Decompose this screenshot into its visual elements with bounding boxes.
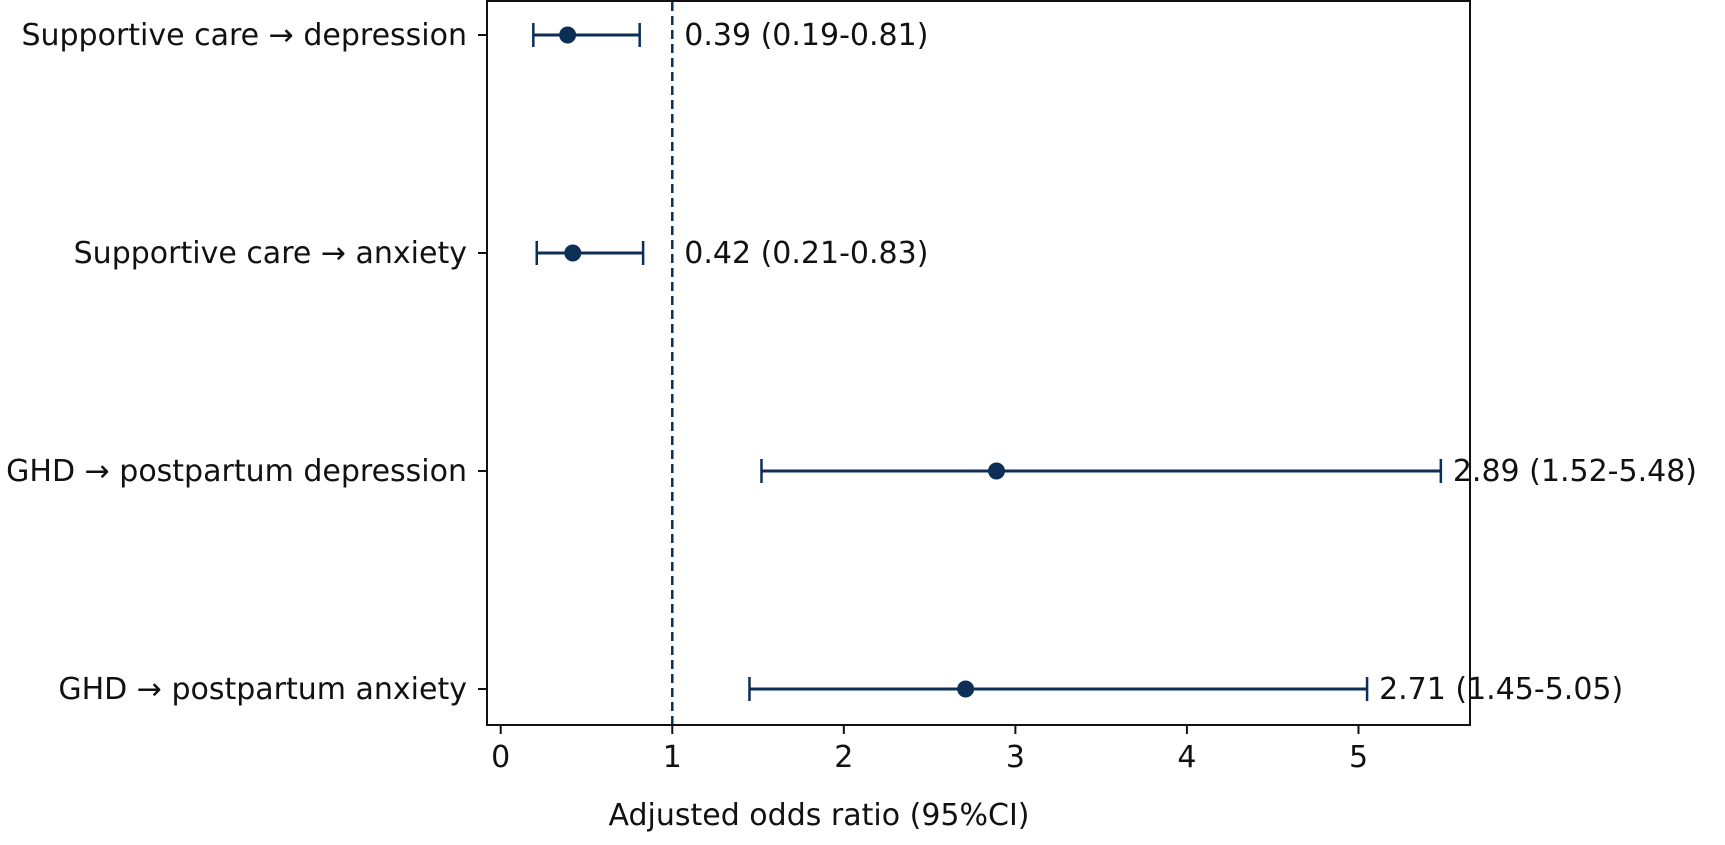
x-tick-label: 4 [1177, 740, 1196, 775]
row-label: Supportive care → anxiety [74, 236, 467, 271]
point-estimate [564, 244, 582, 262]
x-tick-label: 3 [1006, 740, 1025, 775]
value-label: 0.39 (0.19-0.81) [684, 18, 928, 53]
x-tick-label: 0 [491, 740, 510, 775]
point-estimate [988, 462, 1006, 480]
value-label: 0.42 (0.21-0.83) [684, 236, 928, 271]
point-estimate [559, 26, 577, 44]
x-tick-label: 2 [834, 740, 853, 775]
plot-frame [486, 0, 1471, 726]
x-tick-label: 1 [663, 740, 682, 775]
value-label: 2.71 (1.45-5.05) [1379, 672, 1623, 707]
x-axis-title: Adjusted odds ratio (95%CI) [608, 798, 1029, 833]
row-label: GHD → postpartum depression [6, 454, 467, 489]
plot-area: 0 1 2 3 4 5 Supportive care → depression 0.39 (… [6, 0, 1697, 775]
value-label: 2.89 (1.52-5.48) [1453, 454, 1697, 489]
point-estimate [957, 680, 975, 698]
row-label: GHD → postpartum anxiety [58, 672, 467, 707]
x-tick-label: 5 [1349, 740, 1368, 775]
row-label: Supportive care → depression [21, 18, 467, 53]
